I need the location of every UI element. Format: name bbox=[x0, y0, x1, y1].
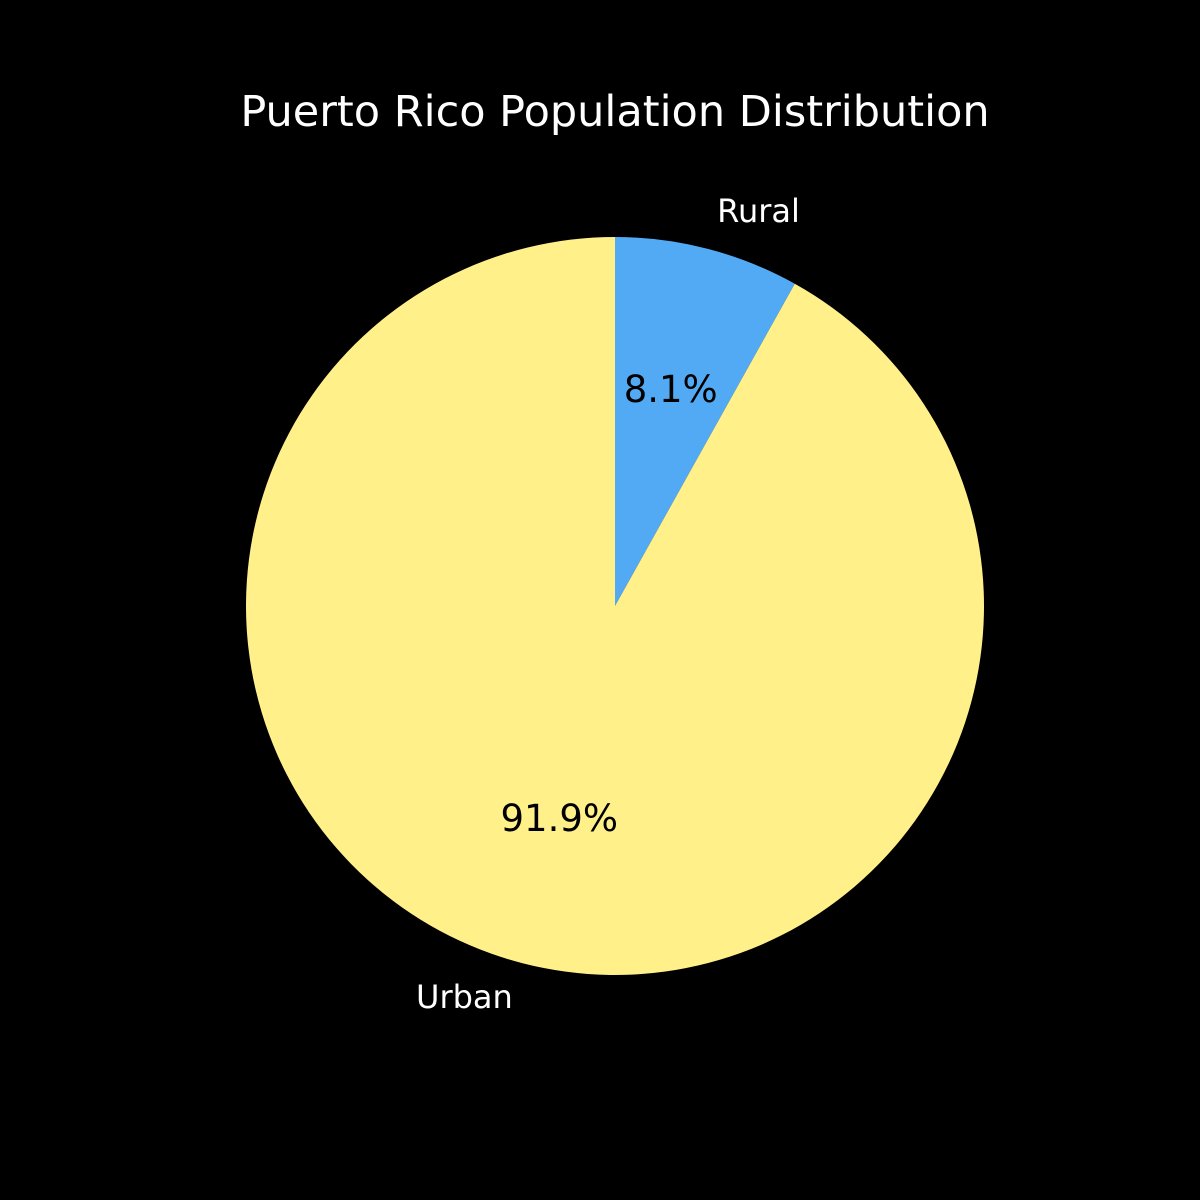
slice-label-rural: Rural bbox=[717, 192, 800, 230]
chart-title: Puerto Rico Population Distribution bbox=[240, 87, 990, 137]
slice-pct-label-urban: 91.9% bbox=[500, 797, 618, 840]
pie-slice-urban bbox=[245, 237, 984, 976]
pie-slice-rural bbox=[615, 237, 795, 606]
slice-label-urban: Urban bbox=[416, 978, 513, 1016]
slice-pct-label-rural: 8.1% bbox=[624, 368, 718, 411]
